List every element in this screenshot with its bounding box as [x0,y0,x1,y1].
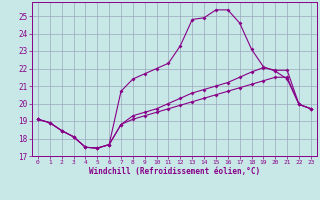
X-axis label: Windchill (Refroidissement éolien,°C): Windchill (Refroidissement éolien,°C) [89,167,260,176]
